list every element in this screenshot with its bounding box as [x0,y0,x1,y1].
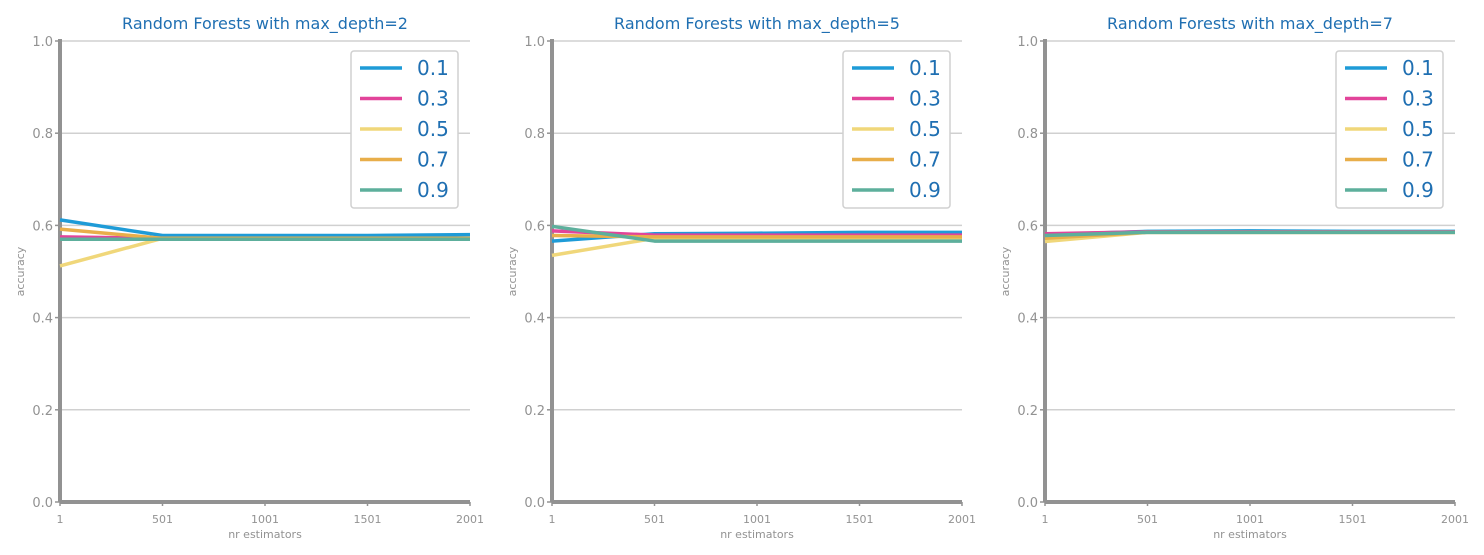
y-tick-label: 0.6 [32,219,53,234]
x-tick-label: 501 [644,513,665,526]
legend-box [1335,50,1444,209]
legend-label: 0.3 [417,87,449,111]
y-tick-label: 0.0 [1017,496,1038,511]
y-tick-label: 0.4 [524,312,545,327]
x-tick-label: 2001 [456,513,484,526]
y-tick-label: 0.2 [1017,404,1038,419]
x-tick-label: 1 [1042,513,1049,526]
series-line-0.5 [59,236,470,268]
y-tick-label: 1.0 [32,35,53,50]
series-line-0.9 [551,224,962,243]
y-tick-label: 0.8 [524,127,545,142]
x-tick-label: 501 [152,513,173,526]
chart-panel-1: Random Forests with max_depth=2 0.0 0.2 0.4… [14,14,484,541]
x-tick-label: 1 [57,513,64,526]
y-tick-label: 0.8 [1017,127,1038,142]
legend-label: 0.3 [1402,87,1434,111]
x-tick-label: 1001 [251,513,279,526]
legend-label: 0.1 [1402,56,1434,80]
legend-label: 0.9 [909,178,941,202]
y-tick-label: 0.6 [524,219,545,234]
legend-label: 0.7 [417,148,449,172]
legend-label: 0.5 [417,117,449,141]
x-tick-label: 1501 [1339,513,1367,526]
chart-panel-3: Random Forests with max_depth=7 0.0 0.2 0.4… [999,14,1469,541]
legend-label: 0.9 [417,178,449,202]
legend-label: 0.3 [909,87,941,111]
y-tick-label: 0.2 [32,404,53,419]
chart-title: Random Forests with max_depth=2 [122,14,408,34]
legend-label: 0.9 [1402,178,1434,202]
legend-label: 0.7 [909,148,941,172]
y-axis-label: accuracy [14,246,27,296]
x-tick-label: 2001 [1441,513,1469,526]
y-axis-label: accuracy [999,246,1012,296]
chart-panel-2: Random Forests with max_depth=5 0.0 0.2 0.4… [506,14,976,541]
series-line-0.3 [551,229,962,237]
legend-box [350,50,459,209]
chart-title: Random Forests with max_depth=5 [614,14,900,34]
y-axis-label: accuracy [506,246,519,296]
x-axis-label: nr estimators [228,528,302,541]
x-tick-label: 1001 [743,513,771,526]
legend-label: 0.1 [909,56,941,80]
x-tick-label: 1 [549,513,556,526]
y-tick-label: 0.0 [32,496,53,511]
y-tick-label: 0.0 [524,496,545,511]
x-axis-label: nr estimators [1213,528,1287,541]
y-tick-label: 1.0 [1017,35,1038,50]
legend-label: 0.7 [1402,148,1434,172]
legend-label: 0.5 [909,117,941,141]
series-line-0.9 [1044,230,1455,238]
x-tick-label: 1501 [846,513,874,526]
y-tick-label: 0.8 [32,127,53,142]
legend-box [842,50,951,209]
y-tick-label: 0.4 [1017,312,1038,327]
y-tick-label: 0.2 [524,404,545,419]
x-tick-label: 1001 [1236,513,1264,526]
legend-label: 0.5 [1402,117,1434,141]
y-tick-label: 0.4 [32,312,53,327]
y-tick-label: 1.0 [524,35,545,50]
x-tick-label: 2001 [948,513,976,526]
x-axis-label: nr estimators [720,528,794,541]
x-tick-label: 501 [1137,513,1158,526]
series-line-0.1 [59,218,471,238]
y-tick-label: 0.6 [1017,219,1038,234]
chart-title: Random Forests with max_depth=7 [1107,14,1393,34]
legend-label: 0.1 [417,56,449,80]
x-tick-label: 1501 [354,513,382,526]
